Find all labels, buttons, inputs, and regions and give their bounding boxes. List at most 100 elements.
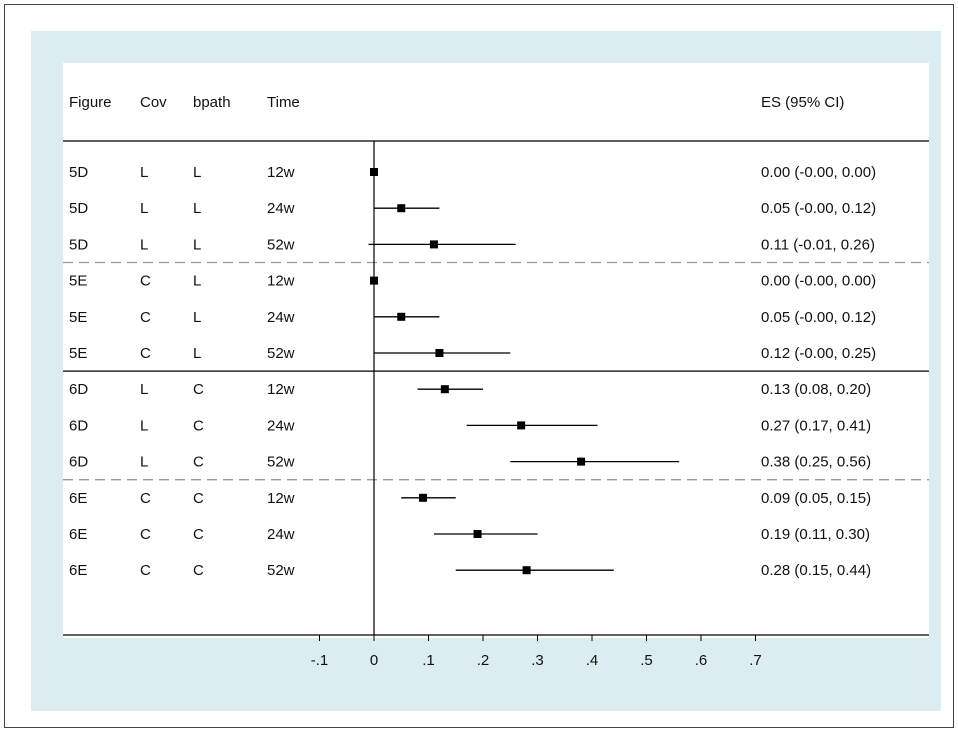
header-es-ci: ES (95% CI) (761, 94, 844, 111)
forest-row: 5D L L 52w 0.11 (-0.01, 0.26) (69, 236, 875, 253)
forest-row: 6D L C 24w 0.27 (0.17, 0.41) (69, 417, 871, 434)
forest-row: 5D L L 24w 0.05 (-0.00, 0.12) (69, 200, 876, 217)
cell-figure: 5D (69, 164, 88, 181)
cell-figure: 5E (69, 345, 87, 362)
cell-time: 52w (267, 454, 295, 471)
es-ci-label: 0.00 (-0.00, 0.00) (761, 273, 876, 290)
es-ci-label: 0.19 (0.11, 0.30) (761, 526, 870, 543)
forest-row: 5E C L 12w 0.00 (-0.00, 0.00) (69, 273, 876, 290)
cell-cov: C (140, 345, 151, 362)
cell-time: 12w (267, 164, 295, 181)
header-cov: Cov (140, 94, 167, 111)
cell-cov: L (140, 417, 148, 434)
cell-figure: 6E (69, 562, 87, 579)
cell-figure: 6E (69, 490, 87, 507)
cell-cov: L (140, 236, 148, 253)
x-tick-label: .5 (640, 652, 653, 669)
cell-time: 52w (267, 236, 295, 253)
x-tick-label: -.1 (311, 652, 329, 669)
es-ci-label: 0.00 (-0.00, 0.00) (761, 164, 876, 181)
cell-cov: L (140, 381, 148, 398)
cell-bpath: L (193, 200, 201, 217)
forest-rows: 5D L L 12w 0.00 (-0.00, 0.00) 5D L L 24w 0.05 (-0… (69, 164, 876, 579)
es-ci-label: 0.38 (0.25, 0.56) (761, 454, 871, 471)
estimate-marker (419, 493, 428, 502)
cell-cov: L (140, 164, 148, 181)
forest-row: 5E C L 24w 0.05 (-0.00, 0.12) (69, 309, 876, 326)
es-ci-label: 0.09 (0.05, 0.15) (761, 490, 871, 507)
cell-cov: C (140, 526, 151, 543)
es-ci-label: 0.05 (-0.00, 0.12) (761, 309, 876, 326)
forest-row: 5D L L 12w 0.00 (-0.00, 0.00) (69, 164, 876, 181)
estimate-marker (517, 421, 526, 430)
cell-figure: 6D (69, 454, 88, 471)
cell-cov: C (140, 490, 151, 507)
es-ci-label: 0.11 (-0.01, 0.26) (761, 236, 875, 253)
es-ci-label: 0.28 (0.15, 0.44) (761, 562, 871, 579)
es-ci-label: 0.05 (-0.00, 0.12) (761, 200, 876, 217)
es-ci-label: 0.27 (0.17, 0.41) (761, 417, 871, 434)
forest-row: 6D L C 52w 0.38 (0.25, 0.56) (69, 454, 871, 471)
forest-row: 6E C C 12w 0.09 (0.05, 0.15) (69, 490, 871, 507)
cell-time: 24w (267, 417, 295, 434)
cell-bpath: L (193, 309, 201, 326)
cell-figure: 5E (69, 273, 87, 290)
x-tick-label: 0 (370, 652, 378, 669)
estimate-marker (522, 566, 531, 575)
cell-figure: 5D (69, 236, 88, 253)
header-bpath: bpath (193, 94, 231, 111)
cell-bpath: C (193, 562, 204, 579)
estimate-marker (397, 204, 406, 213)
x-tick-label: .6 (695, 652, 708, 669)
cell-cov: C (140, 309, 151, 326)
cell-time: 52w (267, 562, 295, 579)
cell-time: 52w (267, 345, 295, 362)
cell-cov: L (140, 200, 148, 217)
estimate-marker (440, 385, 449, 394)
estimate-marker (577, 457, 586, 466)
cell-figure: 5D (69, 200, 88, 217)
cell-time: 12w (267, 381, 295, 398)
group-separators (63, 140, 929, 481)
header-figure: Figure (69, 94, 112, 111)
cell-figure: 5E (69, 309, 87, 326)
cell-figure: 6D (69, 417, 88, 434)
cell-figure: 6D (69, 381, 88, 398)
forest-plot: Figure Cov bpath Time ES (95% CI) 5D L L 12w 0.0… (31, 31, 941, 711)
x-tick-label: .2 (477, 652, 490, 669)
x-tick-label: .1 (422, 652, 435, 669)
cell-figure: 6E (69, 526, 87, 543)
x-axis: -.1 0 .1 .2 .3 .4 .5 .6 .7 (63, 141, 929, 669)
cell-bpath: C (193, 417, 204, 434)
cell-bpath: C (193, 381, 204, 398)
cell-time: 24w (267, 200, 295, 217)
cell-bpath: C (193, 490, 204, 507)
cell-bpath: C (193, 454, 204, 471)
x-tick-label: .7 (749, 652, 762, 669)
cell-time: 24w (267, 309, 295, 326)
cell-cov: C (140, 273, 151, 290)
cell-bpath: L (193, 164, 201, 181)
es-ci-label: 0.13 (0.08, 0.20) (761, 381, 871, 398)
cell-bpath: C (193, 526, 204, 543)
forest-row: 6E C C 24w 0.19 (0.11, 0.30) (69, 526, 870, 543)
forest-row: 6D L C 12w 0.13 (0.08, 0.20) (69, 381, 871, 398)
cell-time: 12w (267, 490, 295, 507)
x-tick-label: .3 (531, 652, 544, 669)
cell-cov: L (140, 454, 148, 471)
plot-background (63, 63, 929, 638)
forest-row: 5E C L 52w 0.12 (-0.00, 0.25) (69, 345, 876, 362)
figure-frame: Figure Cov bpath Time ES (95% CI) 5D L L 12w 0.0… (4, 4, 954, 728)
cell-bpath: L (193, 236, 201, 253)
cell-bpath: L (193, 345, 201, 362)
header-time: Time (267, 94, 300, 111)
cell-bpath: L (193, 273, 201, 290)
estimate-marker (397, 312, 406, 321)
cell-time: 24w (267, 526, 295, 543)
es-ci-label: 0.12 (-0.00, 0.25) (761, 345, 876, 362)
estimate-marker (473, 530, 482, 538)
cell-time: 12w (267, 273, 295, 290)
x-tick-label: .4 (586, 652, 599, 669)
estimate-marker (429, 240, 438, 249)
forest-row: 6E C C 52w 0.28 (0.15, 0.44) (69, 562, 871, 579)
